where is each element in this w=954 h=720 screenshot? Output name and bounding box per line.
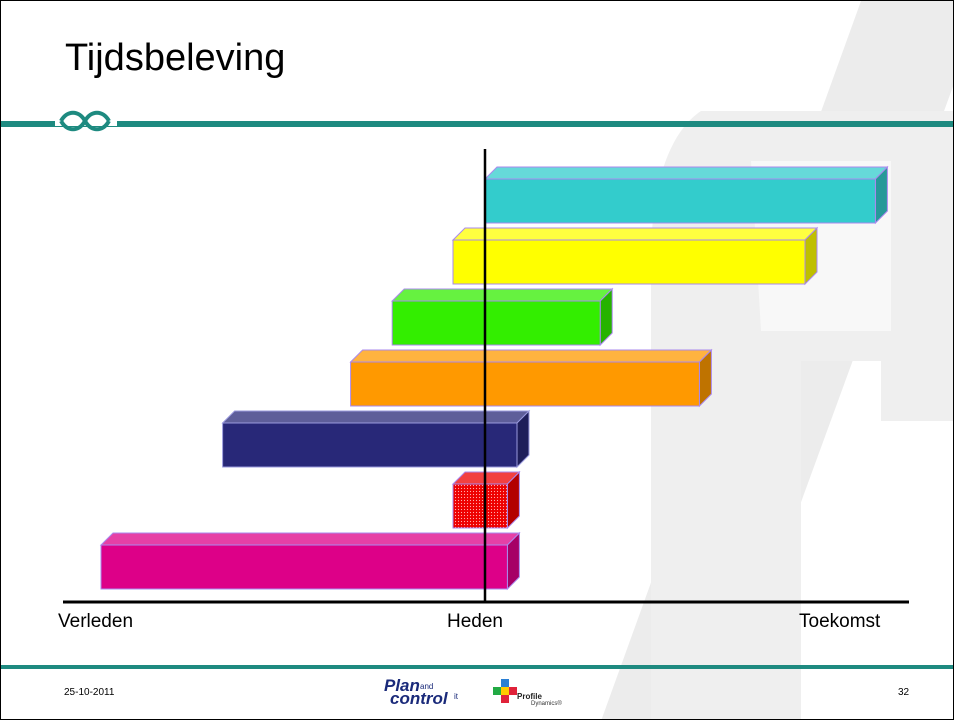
header-divider	[1, 121, 953, 127]
plan-and-control-logo: Plan and control it	[378, 673, 488, 713]
timeline-bar	[451, 226, 819, 286]
knot-icon	[55, 110, 117, 132]
timeline-bar	[99, 531, 521, 591]
logo-it-text: it	[454, 692, 458, 701]
axis-label-present: Heden	[447, 611, 503, 632]
axis-label-past: Verleden	[58, 611, 134, 632]
axis-label-future: Toekomst	[799, 611, 881, 632]
timeline-bar	[483, 165, 889, 225]
slide-title: Tijdsbeleving	[65, 37, 286, 79]
page-number: 32	[898, 687, 910, 698]
logo-profile-text: Profile	[517, 692, 542, 701]
logo-plan-text: Plan	[384, 676, 420, 695]
logo-control-text: control	[390, 689, 448, 708]
timeline-bar	[221, 409, 531, 469]
profile-dynamics-logo: Profile Dynamics®	[487, 677, 607, 713]
logo-and-text: and	[420, 682, 434, 691]
profile-blocks-icon	[493, 679, 517, 703]
timeline-bar	[349, 348, 713, 408]
timeline-bar	[390, 287, 614, 347]
footer-date: 25-10-2011	[64, 687, 115, 698]
footer-divider	[1, 665, 953, 669]
logo-dynamics-text: Dynamics®	[531, 701, 562, 707]
